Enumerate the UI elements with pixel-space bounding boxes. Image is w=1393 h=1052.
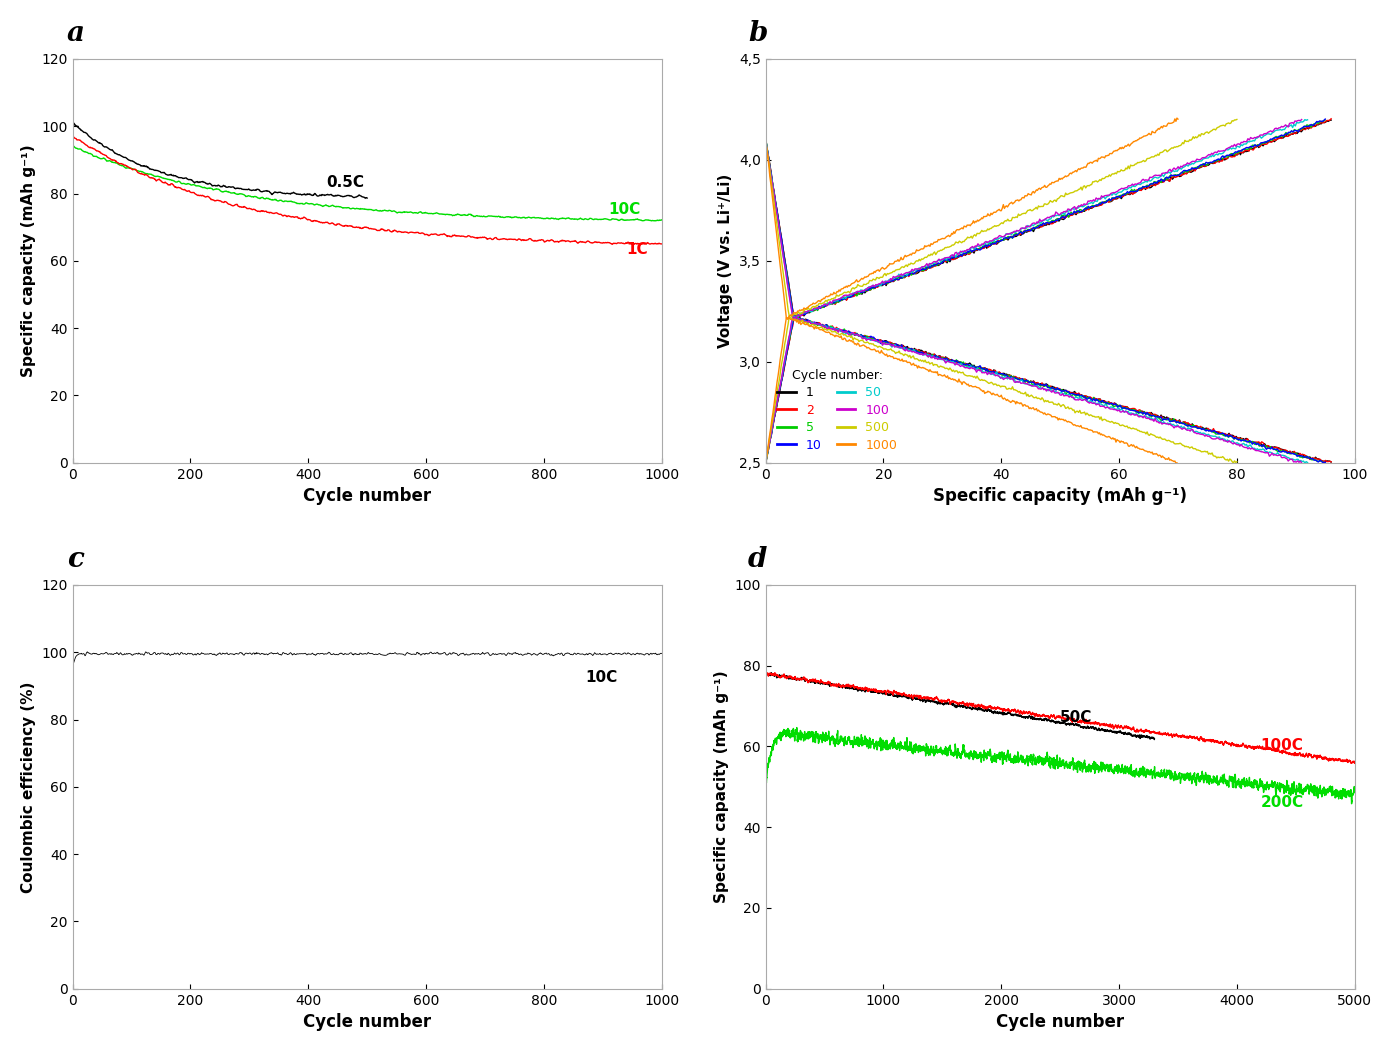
Legend: 1, 2, 5, 10, 50, 100, 500, 1000: 1, 2, 5, 10, 50, 100, 500, 1000: [772, 364, 903, 457]
Y-axis label: Specific capacity (mAh g⁻¹): Specific capacity (mAh g⁻¹): [21, 144, 36, 377]
Text: a: a: [67, 20, 85, 46]
Y-axis label: Specific capacity (mAh g⁻¹): Specific capacity (mAh g⁻¹): [713, 670, 729, 903]
Text: c: c: [67, 546, 84, 572]
Text: 10C: 10C: [585, 670, 617, 686]
Y-axis label: Voltage (V vs. Li⁺/Li): Voltage (V vs. Li⁺/Li): [719, 174, 733, 348]
Text: 200C: 200C: [1261, 795, 1304, 810]
Text: 100C: 100C: [1261, 739, 1304, 753]
Y-axis label: Coulombic efficiency (%): Coulombic efficiency (%): [21, 681, 36, 892]
X-axis label: Cycle number: Cycle number: [996, 1013, 1124, 1031]
X-axis label: Specific capacity (mAh g⁻¹): Specific capacity (mAh g⁻¹): [933, 487, 1187, 505]
Text: b: b: [748, 20, 768, 46]
X-axis label: Cycle number: Cycle number: [304, 487, 432, 505]
Text: 1C: 1C: [627, 242, 648, 257]
Text: 0.5C: 0.5C: [326, 175, 364, 189]
Text: 50C: 50C: [1060, 710, 1092, 725]
Text: 10C: 10C: [609, 202, 641, 217]
Text: d: d: [748, 546, 768, 572]
X-axis label: Cycle number: Cycle number: [304, 1013, 432, 1031]
